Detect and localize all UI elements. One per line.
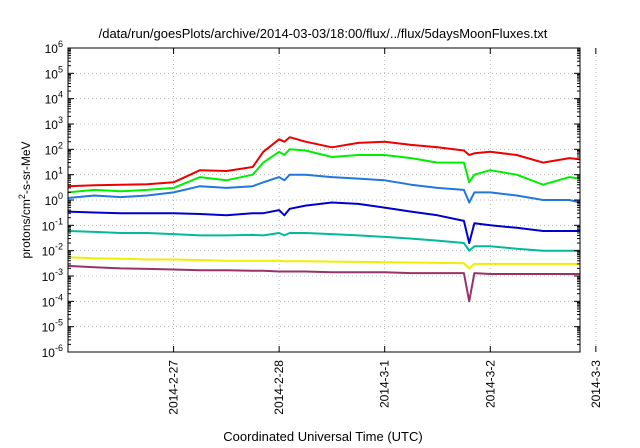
- y-tick-label: 100: [45, 191, 63, 208]
- y-tick-base: 10: [45, 67, 59, 81]
- series-line-3: [67, 173, 581, 204]
- y-tick-exponent: -2: [55, 242, 63, 252]
- y-axis: 10-610-510-410-310-210-11001011021031041…: [42, 39, 580, 360]
- y-axis-label-rest: -s-sr-MeV: [19, 141, 33, 194]
- series-line-6: [67, 256, 580, 270]
- y-tick-exponent: -1: [55, 216, 63, 226]
- x-tick-label: 2014-3-1: [378, 360, 392, 408]
- y-tick-label: 106: [45, 39, 63, 56]
- y-tick-base: 10: [45, 118, 59, 132]
- series-line-7: [67, 264, 580, 303]
- x-axis-label: Coordinated Universal Time (UTC): [223, 429, 422, 444]
- y-axis-label-base: protons/cm: [19, 199, 33, 258]
- y-tick-base: 10: [45, 93, 59, 107]
- y-tick-label: 10-4: [42, 292, 63, 309]
- y-tick-exponent: 3: [58, 115, 63, 125]
- y-tick-base: 10: [42, 346, 56, 360]
- series-line-5: [67, 230, 580, 252]
- y-tick-label: 10-6: [42, 343, 63, 360]
- series-line-1: [67, 136, 581, 188]
- y-tick-exponent: -4: [55, 292, 63, 302]
- y-tick-exponent: 6: [58, 39, 63, 49]
- y-tick-base: 10: [45, 169, 59, 183]
- y-tick-label: 10-5: [42, 318, 63, 335]
- series-lines: [67, 136, 581, 303]
- y-tick-base: 10: [45, 194, 59, 208]
- y-tick-exponent: -3: [55, 267, 63, 277]
- y-tick-label: 104: [45, 90, 63, 107]
- y-tick-exponent: -5: [55, 318, 63, 328]
- series-line-4: [67, 201, 580, 244]
- x-tick-label: 2014-3-3: [589, 360, 603, 408]
- y-tick-base: 10: [42, 245, 56, 259]
- y-tick-exponent: 1: [58, 166, 63, 176]
- y-axis-label-sup: 2: [17, 194, 27, 199]
- y-tick-base: 10: [45, 143, 59, 157]
- y-tick-base: 10: [42, 219, 56, 233]
- y-tick-exponent: 0: [58, 191, 63, 201]
- y-tick-label: 10-2: [42, 242, 63, 259]
- y-tick-exponent: 2: [58, 140, 63, 150]
- y-tick-label: 101: [45, 166, 63, 183]
- x-tick-label: 2014-2-27: [167, 360, 181, 415]
- series-line-2: [67, 148, 581, 194]
- y-tick-base: 10: [42, 295, 56, 309]
- x-axis: 2014-2-27 2014-2-28 2014-3-1 2014-3-2 2014-3…: [167, 48, 603, 415]
- y-axis-label: protons/cm2-s-sr-MeV: [17, 141, 33, 258]
- chart-title: /data/run/goesPlots/archive/2014-03-03/1…: [99, 26, 548, 41]
- x-tick-label: 2014-2-28: [272, 360, 286, 415]
- y-tick-base: 10: [42, 270, 56, 284]
- grid: [68, 48, 597, 352]
- y-tick-base: 10: [42, 321, 56, 335]
- y-tick-exponent: 5: [58, 64, 63, 74]
- y-tick-base: 10: [45, 42, 59, 56]
- y-tick-exponent: -6: [55, 343, 63, 353]
- y-tick-label: 10-1: [42, 216, 63, 233]
- y-tick-label: 103: [45, 115, 63, 132]
- y-tick-label: 105: [45, 64, 63, 81]
- x-tick-label: 2014-3-2: [483, 360, 497, 408]
- y-tick-label: 10-3: [42, 267, 63, 284]
- y-tick-label: 102: [45, 140, 63, 157]
- y-tick-exponent: 4: [58, 90, 63, 100]
